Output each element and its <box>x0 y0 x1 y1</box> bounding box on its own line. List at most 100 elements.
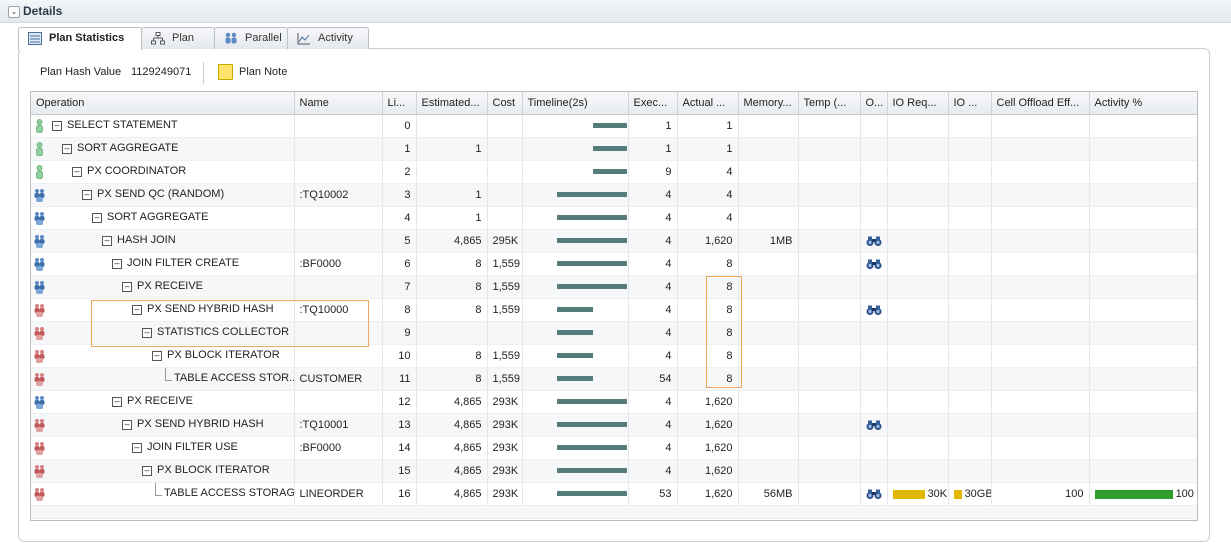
timeline-bar <box>556 238 627 243</box>
tab-plan[interactable]: Plan <box>141 27 215 49</box>
table-row[interactable]: – SORT AGGREGATE 1 1 1 1 <box>31 137 1197 161</box>
memory-cell <box>738 114 799 138</box>
table-row[interactable]: – PX RECEIVE 12 4,865 293K 4 1,620 <box>31 390 1197 414</box>
column-header[interactable]: Cell Offload Eff... <box>991 92 1090 115</box>
offload-detail-cell <box>860 321 888 345</box>
column-header[interactable]: Operation <box>31 92 295 115</box>
operation-cell[interactable]: – HASH JOIN <box>31 229 295 253</box>
collapse-node-icon[interactable]: – <box>142 328 152 338</box>
column-header[interactable]: O... <box>860 92 888 115</box>
table-row[interactable]: – JOIN FILTER USE:BF0000 14 4,865 293K 4 1,620 <box>31 436 1197 460</box>
operation-cell[interactable]: – PX BLOCK ITERATOR <box>31 459 295 483</box>
io-requests-cell <box>887 275 949 299</box>
tree-connector <box>165 368 172 381</box>
collapse-toggle-icon[interactable]: ⌄ <box>8 6 20 18</box>
column-header[interactable]: Timeline(2s) <box>522 92 629 115</box>
operation-cell[interactable]: – PX BLOCK ITERATOR <box>31 344 295 368</box>
operation-cell[interactable]: – JOIN FILTER CREATE <box>31 252 295 276</box>
timeline-cell <box>522 114 629 138</box>
binoculars-icon[interactable] <box>866 419 882 431</box>
line-cell: 14 <box>382 436 417 460</box>
table-row[interactable]: – STATISTICS COLLECTOR 9 4 8 <box>31 321 1197 345</box>
estimated-rows-cell: 4,865 <box>416 229 488 253</box>
collapse-node-icon[interactable]: – <box>72 167 82 177</box>
timeline-bar <box>556 307 593 312</box>
details-section-header[interactable]: ⌄ Details <box>0 0 1231 23</box>
operation-cell[interactable]: – PX COORDINATOR <box>31 160 295 184</box>
column-header[interactable]: Name <box>294 92 383 115</box>
column-header[interactable]: Memory... <box>738 92 799 115</box>
collapse-node-icon[interactable]: – <box>92 213 102 223</box>
operation-cell[interactable]: – STATISTICS COLLECTOR <box>31 321 295 345</box>
collapse-node-icon[interactable]: – <box>62 144 72 154</box>
collapse-node-icon[interactable]: – <box>122 420 132 430</box>
column-header[interactable]: Exec... <box>628 92 678 115</box>
collapse-node-icon[interactable]: – <box>132 305 142 315</box>
column-header[interactable]: Cost <box>487 92 523 115</box>
collapse-node-icon[interactable]: – <box>102 236 112 246</box>
operation-cell[interactable]: TABLE ACCESS STORAG... <box>31 482 295 506</box>
tab-parallel[interactable]: Parallel <box>214 27 288 49</box>
table-row[interactable]: TABLE ACCESS STOR... CUSTOMER 11 8 1,559 54 8 <box>31 367 1197 391</box>
collapse-node-icon[interactable]: – <box>112 259 122 269</box>
tab-plan-statistics[interactable]: Plan Statistics <box>18 27 142 50</box>
estimated-rows-cell <box>416 321 488 345</box>
column-header[interactable]: IO Req... <box>887 92 949 115</box>
binoculars-icon[interactable] <box>866 235 882 247</box>
collapse-node-icon[interactable]: – <box>122 282 132 292</box>
table-row[interactable]: – PX BLOCK ITERATOR 10 8 1,559 4 8 <box>31 344 1197 368</box>
cell-offload-efficiency-cell <box>991 183 1090 207</box>
operation-cell[interactable]: – PX RECEIVE <box>31 275 295 299</box>
column-header[interactable]: Li... <box>382 92 417 115</box>
binoculars-icon[interactable] <box>866 258 882 270</box>
operation-cell[interactable]: TABLE ACCESS STOR... <box>31 367 295 391</box>
operation-cell[interactable]: – PX RECEIVE <box>31 390 295 414</box>
operation-cell[interactable]: – SORT AGGREGATE <box>31 206 295 230</box>
table-row[interactable]: – PX COORDINATOR 2 9 4 <box>31 160 1197 184</box>
operation-cell[interactable]: – PX SEND HYBRID HASH <box>31 298 295 322</box>
line-cell: 2 <box>382 160 417 184</box>
collapse-node-icon[interactable]: – <box>52 121 62 131</box>
collapse-node-icon[interactable]: – <box>132 443 142 453</box>
memory-cell <box>738 275 799 299</box>
table-row[interactable]: – PX BLOCK ITERATOR 15 4,865 293K 4 1,620 <box>31 459 1197 483</box>
timeline-cell <box>522 321 629 345</box>
collapse-node-icon[interactable]: – <box>112 397 122 407</box>
column-header[interactable]: Actual ... <box>677 92 739 115</box>
tab-activity[interactable]: Activity <box>287 27 369 49</box>
plan-hash-value: 1129249071 <box>131 66 192 78</box>
table-row[interactable]: – SELECT STATEMENT 0 1 1 <box>31 114 1197 138</box>
cost-cell: 293K <box>487 459 523 483</box>
table-row[interactable]: – JOIN FILTER CREATE:BF0000 6 8 1,559 4 8 <box>31 252 1197 276</box>
table-row[interactable]: – PX RECEIVE 7 8 1,559 4 8 <box>31 275 1197 299</box>
collapse-node-icon[interactable]: – <box>82 190 92 200</box>
parallel-red-icon <box>33 418 46 432</box>
offload-detail-cell <box>860 275 888 299</box>
column-header[interactable]: IO ... <box>948 92 992 115</box>
name-cell <box>294 114 383 138</box>
offload-detail-cell <box>860 114 888 138</box>
operation-cell[interactable]: – SORT AGGREGATE <box>31 137 295 161</box>
operation-cell[interactable]: – SELECT STATEMENT <box>31 114 295 138</box>
io-bytes-value: 30GB <box>964 488 991 500</box>
table-row[interactable]: – PX SEND QC (RANDOM):TQ10002 3 1 4 4 <box>31 183 1197 207</box>
table-row[interactable]: – PX SEND HYBRID HASH:TQ10000 8 8 1,559 4 8 <box>31 298 1197 322</box>
table-row[interactable]: – SORT AGGREGATE 4 1 4 4 <box>31 206 1197 230</box>
binoculars-icon[interactable] <box>866 304 882 316</box>
operation-cell[interactable]: – JOIN FILTER USE <box>31 436 295 460</box>
temp-cell <box>798 482 861 506</box>
table-row[interactable]: – PX SEND HYBRID HASH:TQ10001 13 4,865 293K 4… <box>31 413 1197 437</box>
collapse-node-icon[interactable]: – <box>152 351 162 361</box>
operation-cell[interactable]: – PX SEND HYBRID HASH <box>31 413 295 437</box>
column-header[interactable]: Estimated... <box>416 92 488 115</box>
cell-offload-efficiency-cell <box>991 206 1090 230</box>
operation-cell[interactable]: – PX SEND QC (RANDOM) <box>31 183 295 207</box>
table-row[interactable]: – HASH JOIN 5 4,865 295K 4 1,620 1MB <box>31 229 1197 253</box>
binoculars-icon[interactable] <box>866 488 882 500</box>
column-header[interactable]: Temp (... <box>798 92 861 115</box>
temp-cell <box>798 321 861 345</box>
table-row[interactable]: TABLE ACCESS STORAG... LINEORDER 16 4,865 29… <box>31 482 1197 506</box>
collapse-node-icon[interactable]: – <box>142 466 152 476</box>
column-header[interactable]: Activity % <box>1089 92 1197 115</box>
line-cell: 10 <box>382 344 417 368</box>
